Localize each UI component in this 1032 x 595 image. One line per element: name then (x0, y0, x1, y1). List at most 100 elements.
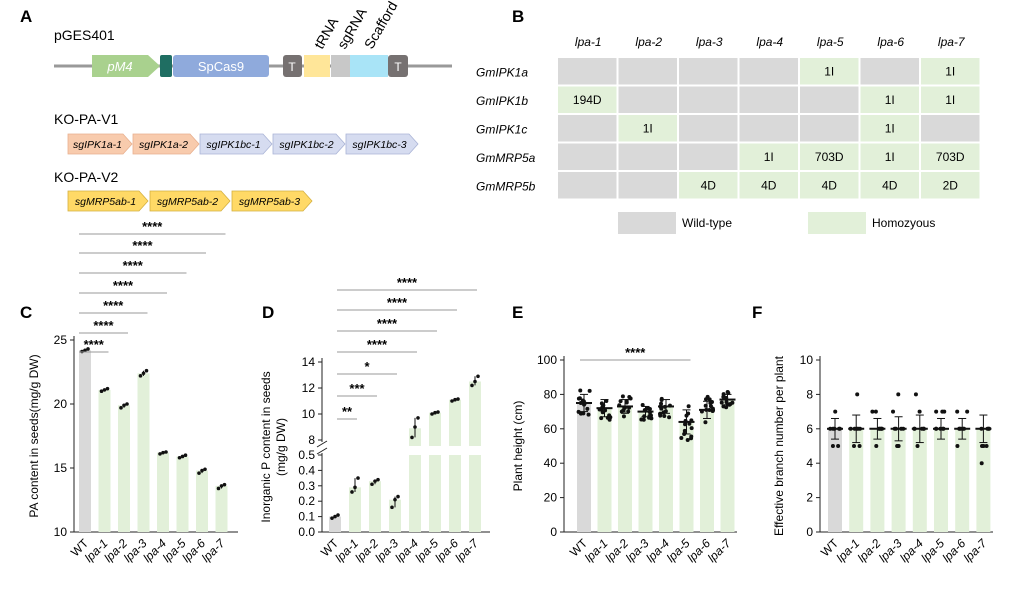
panel-letter-c: C (20, 303, 32, 322)
y-tick-label: 8 (806, 387, 813, 401)
plasmid-name: pGES401 (54, 27, 115, 43)
data-point (336, 513, 340, 517)
matrix-cell-value: 703D (936, 150, 965, 164)
sgrna-arrow (132, 133, 200, 155)
v1-title: KO-PA-V1 (54, 111, 119, 127)
matrix-cell (558, 115, 617, 142)
y-tick-label: 20 (54, 397, 68, 411)
data-point (659, 401, 664, 406)
data-point (450, 399, 454, 403)
matrix-cell (618, 115, 677, 142)
panel-b-genotype-matrix: lpa-1 lpa-2 lpa-3 lpa-4 lpa-5 lpa-6 lpa-7 GmIPK… (476, 35, 980, 234)
matrix-cell (739, 115, 798, 142)
matrix-row-label: GmMRP5b (476, 179, 536, 193)
panel-f-branch-chart: 0 2 4 6 8 10 Effective branch number per plant… (772, 353, 993, 565)
data-point (626, 409, 631, 414)
sgrna-arrow (345, 133, 419, 155)
significance-label: **** (132, 238, 153, 253)
matrix-cell-value: 1I (885, 93, 895, 107)
scafford-label: Scafford (361, 0, 401, 51)
y-tick-label: 0 (550, 525, 557, 539)
bar (597, 408, 612, 532)
matrix-cell (860, 86, 919, 113)
matrix-row-label: GmIPK1a (476, 65, 528, 79)
data-point (851, 444, 856, 448)
data-point (621, 408, 626, 413)
data-point (585, 406, 590, 411)
data-point (659, 398, 664, 403)
bar (828, 428, 842, 532)
data-point (627, 395, 632, 400)
data-point (577, 396, 582, 401)
data-point (618, 399, 623, 404)
data-point (158, 452, 162, 456)
bar (700, 409, 714, 532)
significance-label: **** (367, 337, 388, 352)
data-point (86, 347, 90, 351)
y-tick-label: 14 (302, 355, 316, 369)
data-point (456, 397, 460, 401)
data-point (581, 411, 586, 416)
x-tick-label: lpa-7 (961, 535, 991, 565)
significance-label: *** (349, 381, 365, 396)
sgrna-arrow (272, 133, 346, 155)
bar-upper (449, 399, 461, 446)
cas9-label: SpCas9 (198, 59, 244, 74)
bar-lower (409, 455, 421, 532)
matrix-cell (679, 143, 738, 170)
bar (849, 428, 864, 532)
data-point (216, 486, 221, 491)
bar (638, 411, 653, 532)
matrix-cell (739, 58, 798, 85)
bar (329, 516, 341, 532)
data-point (934, 409, 939, 414)
data-point (703, 420, 708, 425)
matrix-column-header: lpa-3 (696, 35, 723, 49)
data-point (682, 428, 687, 433)
y-axis-label-line1: Inorganic P content in seeds (259, 371, 273, 522)
matrix-cell (679, 86, 738, 113)
data-point (940, 409, 945, 414)
data-point (410, 435, 414, 440)
data-point (197, 471, 201, 475)
matrix-cell (800, 143, 859, 170)
legend-homozygous-swatch (808, 212, 866, 234)
data-point (639, 417, 644, 422)
matrix-column-header: lpa-7 (938, 35, 966, 49)
y-tick-label: 10 (302, 407, 316, 421)
legend-wildtype-label: Wild-type (682, 216, 732, 230)
data-point (915, 444, 920, 448)
data-point (164, 450, 168, 454)
matrix-cell (921, 86, 980, 113)
sgrna-arrow (67, 133, 133, 155)
matrix-cell (921, 143, 980, 170)
significance-label: **** (93, 318, 114, 333)
data-point (436, 410, 440, 414)
bar (577, 403, 591, 532)
x-tick-label: lpa-7 (452, 535, 482, 565)
matrix-cell-value: 1I (885, 150, 895, 164)
significance-label: **** (377, 316, 398, 331)
y-tick-label: 8 (308, 433, 315, 447)
y-tick-label: 25 (54, 333, 68, 347)
bar-lower (449, 455, 461, 532)
data-point (222, 482, 227, 487)
data-point (600, 410, 605, 415)
matrix-column-header: lpa-4 (756, 35, 783, 49)
terminator-2-label: T (394, 60, 402, 74)
data-point (370, 482, 374, 487)
matrix-cell-value: 1I (764, 150, 774, 164)
data-point (125, 402, 129, 406)
matrix-cell-value: 194D (573, 93, 602, 107)
matrix-cell (800, 172, 859, 199)
bar (659, 406, 673, 532)
panel-letter-a: A (20, 7, 32, 26)
panel-letter-d: D (262, 303, 274, 322)
matrix-cell (558, 172, 617, 199)
y-tick-label: 0 (806, 525, 813, 539)
matrix-row-label: GmMRP5a (476, 151, 536, 165)
y-axis-label: Plant height (cm) (511, 401, 525, 492)
bar (137, 373, 150, 532)
